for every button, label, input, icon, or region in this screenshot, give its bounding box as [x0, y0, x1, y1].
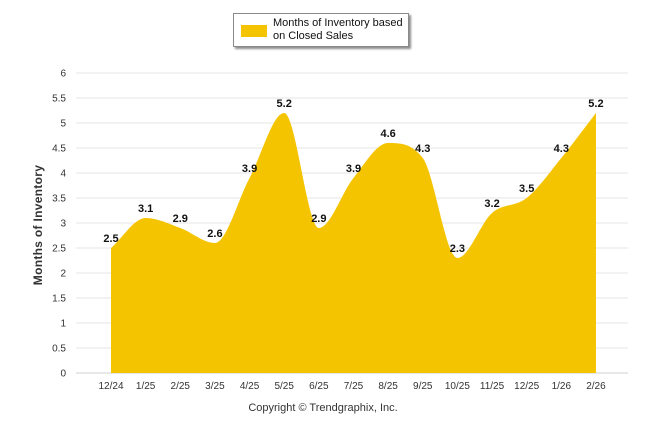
x-tick-label: 7/25: [344, 381, 364, 392]
data-label: 3.1: [138, 203, 153, 215]
data-label: 3.9: [346, 163, 361, 175]
data-label: 2.3: [450, 243, 465, 255]
x-tick-label: 2/26: [586, 381, 606, 392]
copyright-footer: Copyright © Trendgraphix, Inc.: [248, 402, 398, 414]
data-label: 2.5: [103, 233, 118, 245]
x-tick-label: 6/25: [309, 381, 329, 392]
data-label: 4.6: [380, 128, 395, 140]
x-tick-label: 2/25: [171, 381, 191, 392]
data-label: 4.3: [554, 143, 569, 155]
x-tick-label: 4/25: [240, 381, 260, 392]
data-label: 5.2: [588, 98, 603, 110]
area-series: [111, 113, 596, 373]
y-tick-label: 1: [60, 319, 66, 330]
data-label: 3.9: [242, 163, 257, 175]
data-label: 2.6: [207, 228, 222, 240]
legend-label: Months of Inventory based on Closed Sale…: [273, 17, 403, 42]
data-label: 5.2: [277, 98, 292, 110]
data-label: 2.9: [311, 213, 326, 225]
x-tick-label: 11/25: [480, 381, 505, 392]
data-label: 2.9: [173, 213, 188, 225]
x-tick-label: 3/25: [205, 381, 225, 392]
x-tick-label: 12/24: [98, 381, 123, 392]
data-label: 3.2: [484, 198, 499, 210]
y-tick-label: 6: [60, 69, 66, 80]
area-fill: [111, 113, 596, 373]
x-tick-label: 1/26: [552, 381, 572, 392]
y-tick-label: 4: [60, 169, 66, 180]
y-tick-label: 3: [60, 219, 66, 230]
y-tick-label: 5: [60, 119, 66, 130]
x-axis-ticks: 12/24 1/25 2/25 3/25 4/25 5/25 6/25 7/25 8/25 9/2…: [98, 381, 606, 392]
legend-swatch: [241, 25, 267, 37]
y-tick-label: 2.5: [52, 244, 66, 255]
y-tick-label: 0: [60, 369, 66, 380]
y-tick-label: 3.5: [52, 194, 66, 205]
x-tick-label: 10/25: [445, 381, 470, 392]
y-tick-label: 4.5: [52, 144, 66, 155]
y-axis-title: Months of Inventory: [31, 164, 45, 286]
x-tick-label: 9/25: [413, 381, 433, 392]
chart-legend: Months of Inventory based on Closed Sale…: [233, 13, 409, 47]
x-tick-label: 5/25: [274, 381, 294, 392]
data-labels: 2.5 3.1 2.9 2.6 3.9 5.2 2.9 3.9 4.6 4.3 2.3 3.2 3.5 4…: [103, 98, 603, 255]
data-label: 3.5: [519, 183, 534, 195]
y-tick-label: 0.5: [52, 344, 66, 355]
data-label: 4.3: [415, 143, 430, 155]
y-tick-label: 2: [60, 269, 66, 280]
x-tick-label: 12/25: [514, 381, 539, 392]
y-tick-label: 5.5: [52, 94, 66, 105]
y-tick-label: 1.5: [52, 294, 66, 305]
y-axis-ticks: 0 0.5 1 1.5 2 2.5 3 3.5 4 4.5 5 5.5 6: [52, 69, 66, 380]
x-tick-label: 8/25: [378, 381, 398, 392]
x-tick-label: 1/25: [136, 381, 156, 392]
